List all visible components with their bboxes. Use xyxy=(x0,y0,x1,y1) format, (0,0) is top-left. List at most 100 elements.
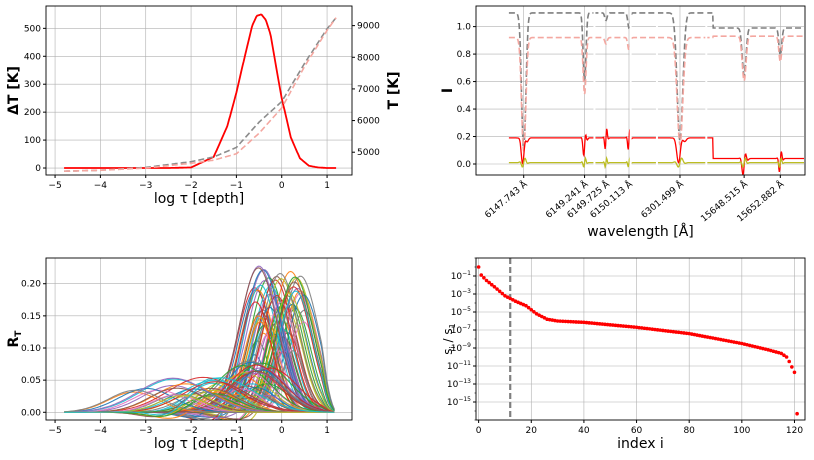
singular-value-point xyxy=(500,291,505,296)
y-tick-label: 100 xyxy=(24,136,41,146)
singular-value-point xyxy=(587,321,591,325)
y-tick-label: 10−7 xyxy=(451,324,471,336)
y-axis-label: RT xyxy=(6,330,24,348)
y-axis-label: ΔT [K] xyxy=(6,66,22,115)
y-tick-exp: −3 xyxy=(462,288,471,295)
y2-tick-label: 7000 xyxy=(357,85,380,95)
y-tick-label: 300 xyxy=(24,80,41,90)
y-tick-label: 0.00 xyxy=(21,408,41,418)
y-tick-label: 10−1 xyxy=(451,270,471,282)
y-tick-label: 0.8 xyxy=(457,50,472,60)
x-tick-label: 100 xyxy=(733,426,750,436)
x-tick-label: 1 xyxy=(324,426,330,436)
singular-value-point xyxy=(595,321,599,326)
singular-value-point xyxy=(487,280,491,285)
y-tick-label: 10−3 xyxy=(451,288,471,300)
y-tick-base: 10 xyxy=(447,362,459,372)
singular-value-point xyxy=(497,289,502,294)
y-tick-label: 0.4 xyxy=(457,105,472,115)
singular-value-point xyxy=(492,285,497,289)
series-line-0 xyxy=(508,12,805,150)
singular-value-point xyxy=(629,325,634,329)
y-tick-label: 0.0 xyxy=(457,160,472,170)
panel-delta-t: −5 −4 −3 −2 −1 0 1 0 100 200 300 400 500 5000 6000 7000… xyxy=(6,5,402,207)
y-tick-base: 10 xyxy=(451,272,463,282)
singular-value-point xyxy=(642,326,647,331)
singular-value-point xyxy=(655,328,660,332)
singular-value-point xyxy=(618,324,623,328)
y2-tick-label: 9000 xyxy=(357,22,380,32)
y-axis-label-num: s xyxy=(441,349,455,355)
y-tick-label: 0.05 xyxy=(21,376,41,386)
singular-value-point xyxy=(576,320,581,324)
y-tick-base: 10 xyxy=(447,398,459,408)
singular-value-point xyxy=(674,330,678,334)
singular-value-point xyxy=(645,326,649,331)
singular-value-point xyxy=(626,324,631,329)
y-tick-label: 0.20 xyxy=(21,280,41,290)
y-axis-label: si / s1 xyxy=(441,323,457,355)
singular-value-point xyxy=(666,329,670,333)
x-tick-label: −2 xyxy=(184,181,197,191)
x-axis-label: log τ [depth] xyxy=(154,436,244,452)
y2-tick-label: 8000 xyxy=(357,53,380,63)
x-tick-label: 80 xyxy=(683,426,695,436)
singular-value-point xyxy=(590,321,594,325)
x-tick-label: −3 xyxy=(139,426,152,436)
x-tick-label: 0 xyxy=(279,181,285,191)
x-tick-label: 120 xyxy=(786,426,803,436)
singular-value-point xyxy=(582,320,586,325)
singular-value-point xyxy=(782,353,786,358)
y-tick-base: 10 xyxy=(447,380,459,390)
singular-value-point xyxy=(566,319,570,324)
x-tick-label: −2 xyxy=(184,426,197,436)
y-tick-exp: −9 xyxy=(462,342,471,349)
y-tick-label: 10−13 xyxy=(447,378,471,390)
x-tick-label: 20 xyxy=(526,426,538,436)
y-tick-label: 10−11 xyxy=(447,360,471,372)
singular-value-point xyxy=(658,328,663,332)
singular-value-point xyxy=(632,325,636,329)
singular-value-point xyxy=(634,325,639,330)
singular-value-point xyxy=(679,330,684,335)
y-axis-label-sub: 1 xyxy=(448,323,457,328)
singular-value-point xyxy=(684,331,689,336)
series-line-2 xyxy=(64,17,337,172)
y-tick-label: 10−9 xyxy=(451,342,471,354)
y-tick-exp: −1 xyxy=(462,270,471,277)
series-line-1 xyxy=(508,35,805,152)
singular-value-point xyxy=(558,319,563,323)
singular-value-point xyxy=(584,320,589,325)
x-tick-label: 40 xyxy=(578,426,590,436)
y-axis-label-den: / s xyxy=(441,328,455,346)
singular-value-point xyxy=(608,323,613,327)
x-tick-label: −1 xyxy=(230,181,243,191)
singular-value-point xyxy=(640,326,644,330)
singular-value-point xyxy=(792,370,797,375)
singular-value-point xyxy=(661,328,665,333)
axes-frame xyxy=(45,257,353,421)
y2-axis-label: T [K] xyxy=(386,71,402,109)
singular-value-point xyxy=(613,323,618,328)
x-tick-label: −4 xyxy=(94,181,108,191)
x-axis-label: wavelength [Å] xyxy=(587,223,694,240)
singular-value-point xyxy=(676,330,681,335)
singular-value-point xyxy=(561,319,565,324)
x-tick-label: 1 xyxy=(324,181,330,191)
singular-value-point xyxy=(650,327,655,331)
singular-value-point xyxy=(597,322,602,326)
singular-value-point xyxy=(571,320,576,324)
plot-area xyxy=(64,265,335,420)
singular-value-point xyxy=(479,273,484,277)
y-tick-base: 10 xyxy=(451,308,463,318)
singular-value-point xyxy=(624,324,628,329)
singular-value-point xyxy=(663,328,668,333)
y-tick-label: 0.2 xyxy=(457,133,471,143)
y-axis-label-sub: i xyxy=(448,346,457,348)
y-tick-label: 500 xyxy=(24,24,41,34)
axes-frame xyxy=(45,5,353,176)
singular-value-point xyxy=(555,319,560,323)
y2-tick-label: 6000 xyxy=(357,117,380,127)
panel-response: −5 −4 −3 −2 −1 0 1 0.00 0.05 0.10 0.15 0.20 log τ [d… xyxy=(6,257,353,452)
